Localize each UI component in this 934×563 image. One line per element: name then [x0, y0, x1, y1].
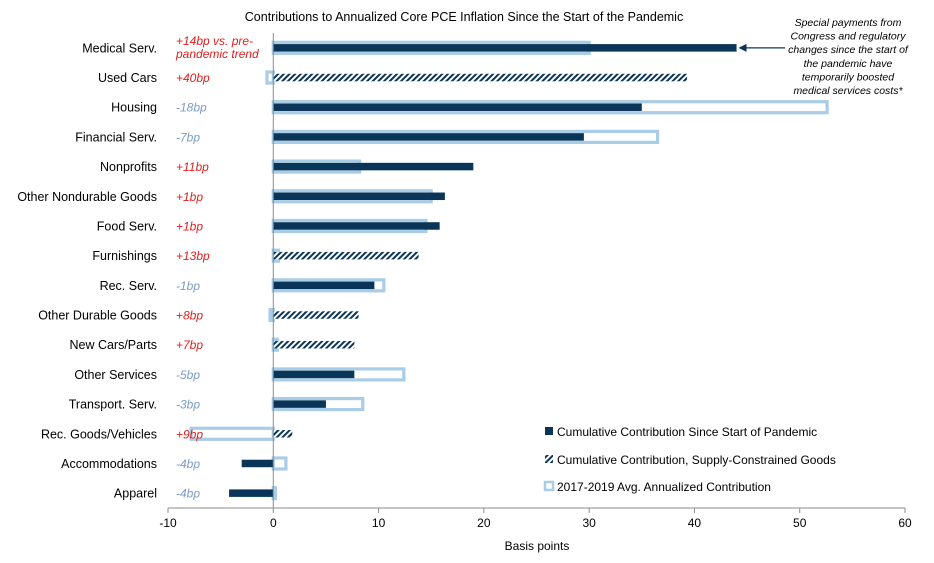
cumulative-contribution-bar [273, 281, 375, 290]
category-label: New Cars/Parts [69, 338, 157, 352]
annotation-text: Special payments from [795, 17, 902, 29]
x-tick-label: 50 [793, 516, 807, 530]
cumulative-contribution-bar [273, 400, 326, 408]
cumulative-contribution-bar [273, 162, 474, 171]
category-label: Rec. Goods/Vehicles [41, 427, 157, 441]
difference-label: -1bp [176, 279, 200, 293]
x-tick-label: 10 [372, 516, 386, 530]
category-label: Housing [111, 101, 157, 115]
category-label: Rec. Serv. [100, 279, 157, 293]
category-label: Food Serv. [97, 219, 157, 233]
category-label: Other Services [74, 368, 157, 382]
x-tick-label: 0 [270, 516, 277, 530]
difference-label: +1bp [176, 190, 203, 204]
x-axis-label: Basis points [505, 539, 570, 553]
x-tick-label: 20 [477, 516, 491, 530]
category-label: Nonprofits [100, 160, 157, 174]
x-tick-label: 40 [688, 516, 702, 530]
difference-label: -5bp [176, 368, 200, 382]
category-label: Furnishings [92, 249, 157, 263]
difference-label: -18bp [176, 101, 207, 115]
supply-constrained-bar [273, 251, 419, 260]
difference-label: +13bp [176, 249, 210, 263]
legend-label: Cumulative Contribution, Supply-Constrai… [557, 453, 836, 467]
difference-label: +8bp [176, 309, 203, 323]
difference-label: +40bp [176, 71, 210, 85]
category-label: Other Durable Goods [38, 309, 157, 323]
category-label: Apparel [114, 487, 157, 501]
avg-contribution-bar [271, 456, 288, 471]
difference-label: -7bp [176, 130, 200, 144]
legend-swatch-supply-constrained [545, 455, 553, 463]
annotation-text: the pandemic have [804, 58, 893, 70]
cumulative-contribution-bar [273, 103, 642, 111]
avg-contribution-bar [189, 426, 275, 441]
x-tick-label: -10 [159, 516, 177, 530]
annotation-text: changes since the start of [788, 44, 909, 56]
legend-label: 2017-2019 Avg. Annualized Contribution [557, 480, 771, 494]
difference-label: +9bp [176, 427, 203, 441]
cumulative-contribution-bar [241, 459, 274, 468]
supply-constrained-bar [273, 311, 359, 319]
difference-label: -4bp [176, 487, 200, 501]
difference-label: +14bp vs. pre- [176, 34, 253, 48]
cumulative-contribution-bar [273, 133, 584, 141]
category-label: Transport. Serv. [69, 398, 157, 412]
cumulative-contribution-bar [273, 370, 355, 379]
category-label: Accommodations [61, 457, 157, 471]
annotation-text: temporarily boosted [802, 71, 895, 83]
annotation-text: Congress and regulatory [791, 31, 907, 43]
difference-label: -4bp [176, 457, 200, 471]
supply-constrained-bar [273, 73, 688, 82]
legend-swatch-avg [543, 480, 555, 492]
difference-label: +11bp [176, 160, 209, 174]
difference-label: pandemic trend [175, 47, 259, 61]
cumulative-contribution-bar [273, 222, 440, 230]
difference-label: -3bp [176, 398, 200, 412]
category-label: Used Cars [98, 71, 157, 85]
x-tick-label: 30 [582, 516, 596, 530]
category-label: Other Nondurable Goods [17, 190, 157, 204]
difference-label: +1bp [176, 219, 203, 233]
cumulative-contribution-bar [273, 192, 445, 201]
category-label: Medical Serv. [82, 41, 157, 55]
supply-constrained-bar [273, 340, 355, 349]
legend-swatch-cumulative [545, 427, 553, 435]
cumulative-contribution-bar [273, 44, 737, 52]
chart-title: Contributions to Annualized Core PCE Inf… [245, 10, 683, 24]
supply-constrained-bar [273, 430, 293, 438]
avg-contribution-bar [265, 70, 275, 85]
annotation-text: medical services costs* [793, 85, 903, 97]
x-tick-label: 60 [898, 516, 912, 530]
category-label: Financial Serv. [75, 130, 157, 144]
cumulative-contribution-bar [229, 489, 274, 497]
legend-label: Cumulative Contribution Since Start of P… [557, 425, 817, 439]
difference-label: +7bp [176, 338, 203, 352]
